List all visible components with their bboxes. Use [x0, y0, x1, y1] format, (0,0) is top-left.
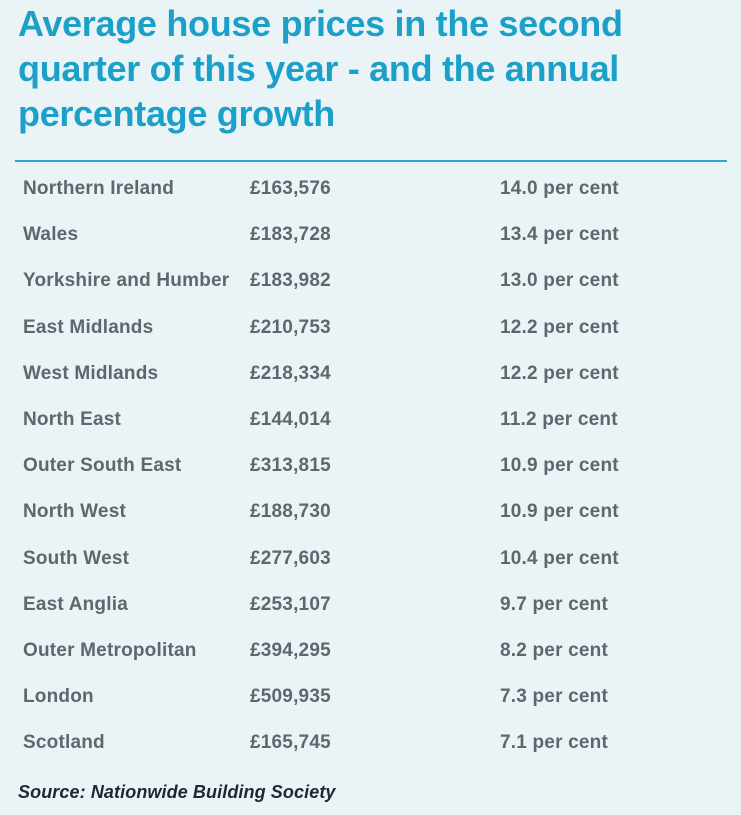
annual-growth: 7.3 per cent	[500, 686, 609, 708]
average-price: £253,107	[250, 593, 331, 615]
table-row: South West £277,603 10.4 per cent	[15, 536, 726, 582]
average-price: £509,935	[250, 686, 331, 708]
average-price: £163,576	[250, 178, 331, 200]
source-attribution: Source: Nationwide Building Society	[18, 782, 336, 803]
average-price: £313,815	[250, 455, 331, 477]
region-name: Outer South East	[23, 455, 182, 477]
region-name: South West	[23, 547, 130, 569]
average-price: £188,730	[250, 501, 331, 523]
region-name: North West	[23, 501, 126, 523]
table-row: North East £144,014 11.2 per cent	[15, 397, 726, 443]
house-prices-table: Northern Ireland £163,576 14.0 per cent …	[0, 166, 741, 766]
page-title: Average house prices in the second quart…	[18, 3, 623, 134]
region-name: East Anglia	[23, 593, 128, 615]
annual-growth: 14.0 per cent	[500, 178, 619, 200]
annual-growth: 10.9 per cent	[500, 501, 619, 523]
annual-growth: 13.0 per cent	[500, 270, 619, 292]
table-row: London £509,935 7.3 per cent	[15, 674, 726, 720]
annual-growth: 7.1 per cent	[500, 732, 609, 754]
average-price: £144,014	[250, 409, 331, 431]
region-name: Northern Ireland	[23, 178, 174, 200]
annual-growth: 13.4 per cent	[500, 224, 619, 246]
average-price: £183,728	[250, 224, 331, 246]
table-row: East Anglia £253,107 9.7 per cent	[15, 582, 726, 628]
annual-growth: 12.2 per cent	[500, 316, 619, 338]
table-row: Northern Ireland £163,576 14.0 per cent	[15, 166, 726, 212]
region-name: Scotland	[23, 732, 105, 754]
region-name: East Midlands	[23, 316, 154, 338]
average-price: £394,295	[250, 639, 331, 661]
annual-growth: 9.7 per cent	[500, 593, 609, 615]
region-name: North East	[23, 409, 122, 431]
annual-growth: 10.4 per cent	[500, 547, 619, 569]
region-name: Outer Metropolitan	[23, 639, 197, 661]
annual-growth: 11.2 per cent	[500, 409, 618, 431]
region-name: Yorkshire and Humber	[23, 270, 230, 292]
average-price: £183,982	[250, 270, 331, 292]
annual-growth: 10.9 per cent	[500, 455, 619, 477]
table-row: West Midlands £218,334 12.2 per cent	[15, 351, 726, 397]
average-price: £210,753	[250, 316, 331, 338]
table-row: Outer South East £313,815 10.9 per cent	[15, 443, 726, 489]
table-row: Yorkshire and Humber £183,982 13.0 per c…	[15, 258, 726, 304]
table-row: Outer Metropolitan £394,295 8.2 per cent	[15, 628, 726, 674]
average-price: £218,334	[250, 362, 331, 384]
table-row: East Midlands £210,753 12.2 per cent	[15, 305, 726, 351]
region-name: West Midlands	[23, 362, 159, 384]
region-name: Wales	[23, 224, 79, 246]
table-row: Wales £183,728 13.4 per cent	[15, 212, 726, 258]
title-divider	[15, 160, 727, 162]
table-row: North West £188,730 10.9 per cent	[15, 489, 726, 535]
average-price: £165,745	[250, 732, 331, 754]
region-name: London	[23, 686, 94, 708]
average-price: £277,603	[250, 547, 331, 569]
annual-growth: 12.2 per cent	[500, 362, 619, 384]
table-row: Scotland £165,745 7.1 per cent	[15, 720, 726, 766]
annual-growth: 8.2 per cent	[500, 639, 609, 661]
